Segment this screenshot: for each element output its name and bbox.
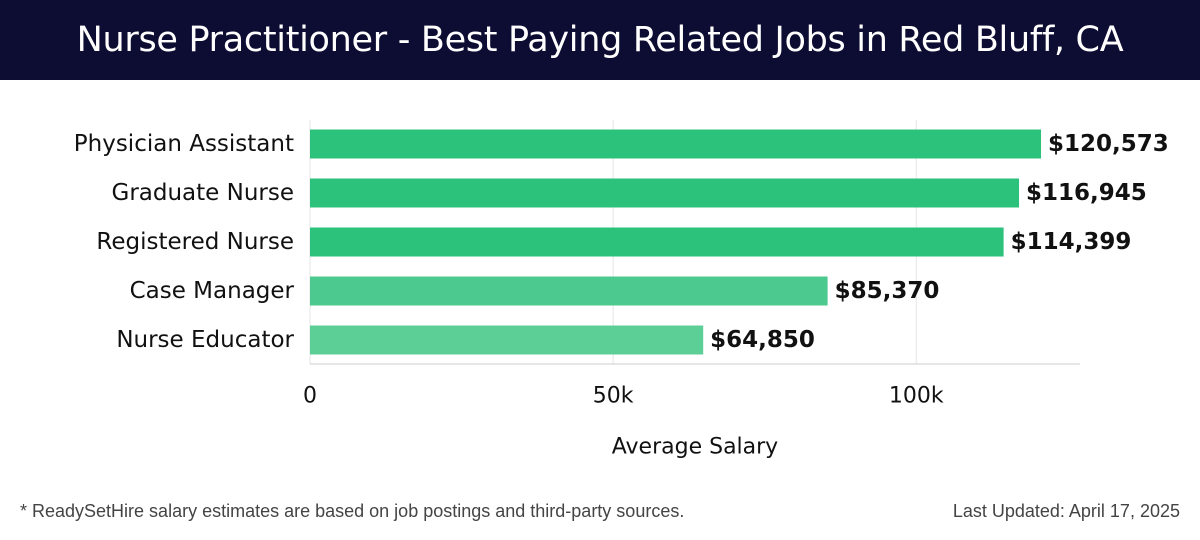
- bar: [310, 325, 704, 355]
- x-axis: 0 50k 100k: [303, 363, 1080, 409]
- bar: [310, 227, 1004, 257]
- category-label: Case Manager: [130, 278, 295, 304]
- category-labels: Physician Assistant Graduate Nurse Registe…: [74, 131, 295, 353]
- category-label: Registered Nurse: [96, 229, 294, 255]
- x-tick-label: 0: [303, 384, 317, 409]
- value-label: $114,399: [1011, 229, 1132, 255]
- category-label: Graduate Nurse: [112, 180, 295, 206]
- value-label: $116,945: [1026, 180, 1147, 206]
- value-labels: $120,573 $116,945 $114,399 $85,370 $64,850: [710, 131, 1169, 353]
- bar: [310, 178, 1020, 208]
- last-updated: Last Updated: April 17, 2025: [952, 501, 1180, 521]
- bar: [310, 276, 828, 306]
- chart-title: Nurse Practitioner - Best Paying Related…: [76, 20, 1124, 60]
- value-label: $85,370: [835, 278, 940, 304]
- bar-chart: Physician Assistant Graduate Nurse Registe…: [74, 120, 1169, 460]
- category-label: Physician Assistant: [74, 131, 294, 157]
- x-tick-label: 100k: [889, 384, 944, 409]
- footnote: * ReadySetHire salary estimates are base…: [20, 501, 685, 521]
- category-label: Nurse Educator: [116, 327, 294, 353]
- chart-header: Nurse Practitioner - Best Paying Related…: [0, 0, 1200, 80]
- value-label: $120,573: [1048, 131, 1169, 157]
- value-label: $64,850: [710, 327, 815, 353]
- x-tick-label: 50k: [593, 384, 634, 409]
- bar: [310, 129, 1042, 159]
- x-axis-title: Average Salary: [612, 435, 778, 460]
- bars: [310, 129, 1042, 355]
